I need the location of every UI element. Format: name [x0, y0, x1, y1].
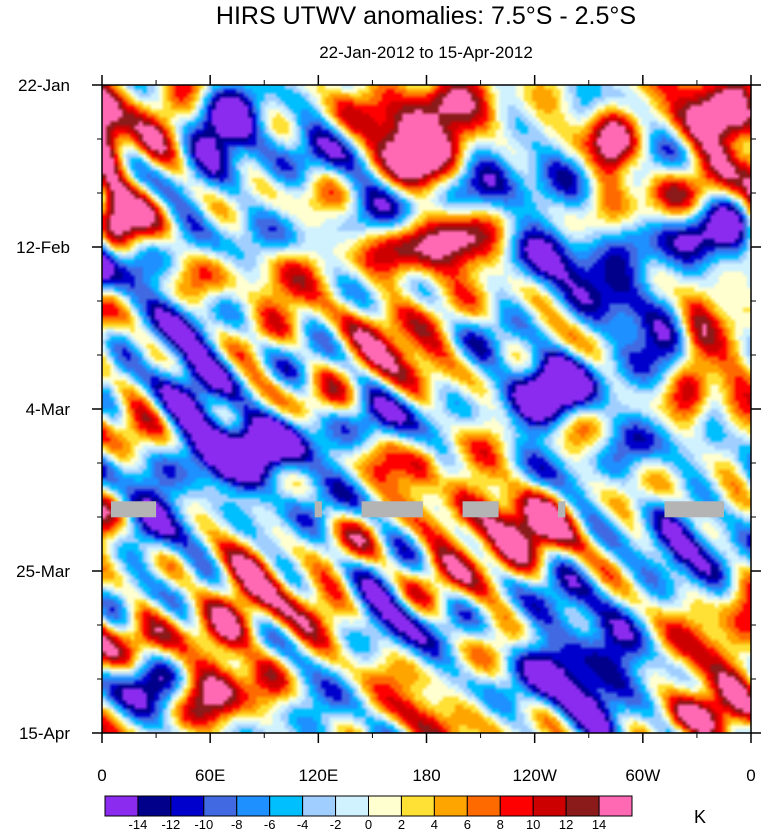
y-tick-label: 4-Mar	[26, 400, 71, 419]
colorbar-box	[170, 795, 205, 817]
x-tick-label: 0	[746, 766, 755, 785]
colorbar-label: -4	[297, 817, 309, 832]
x-tick-label: 120W	[512, 766, 556, 785]
colorbar-label: -14	[129, 817, 148, 832]
colorbar-label: 2	[398, 817, 405, 832]
colorbar-box	[368, 795, 402, 817]
colorbar-box	[433, 795, 468, 817]
colorbar-box	[137, 795, 172, 817]
colorbar-label: 8	[497, 817, 504, 832]
missing-data-bar	[558, 501, 566, 518]
colorbar-label: 10	[526, 817, 540, 832]
colorbar-box	[499, 795, 534, 817]
y-tick-label: 15-Apr	[19, 724, 70, 743]
colorbar-label: -12	[161, 817, 180, 832]
colorbar-box	[302, 795, 337, 817]
colorbar-label: 4	[431, 817, 438, 832]
y-axis: 22-Jan 12-Feb 4-Mar 25-Mar 15-Apr	[16, 76, 761, 743]
missing-data-bar	[462, 501, 499, 518]
colorbar-label: -2	[330, 817, 342, 832]
x-tick-label: 180	[412, 766, 440, 785]
missing-data-bar	[361, 501, 423, 518]
colorbar-label: 12	[559, 817, 573, 832]
y-tick-label: 22-Jan	[18, 76, 70, 95]
colorbar-box	[598, 795, 633, 817]
colorbar-label: 14	[592, 817, 606, 832]
x-tick-label: 60E	[195, 766, 225, 785]
colorbar-box	[236, 795, 271, 817]
colorbar-box	[532, 795, 567, 817]
colorbar-box	[335, 795, 369, 817]
colorbar-box	[565, 795, 600, 817]
missing-data-layer	[111, 501, 724, 518]
x-tick-label: 120E	[298, 766, 338, 785]
colorbar-box	[203, 795, 238, 817]
x-axis: 0 60E 120E 180 120W 60W 0	[97, 75, 756, 785]
heatmap-field	[102, 85, 751, 733]
x-tick-label: 0	[97, 766, 106, 785]
colorbar-box	[269, 795, 304, 817]
plot-area	[102, 85, 751, 733]
chart-subtitle: 22-Jan-2012 to 15-Apr-2012	[319, 43, 533, 62]
y-tick-label: 25-Mar	[16, 562, 70, 581]
colorbar-label: -6	[264, 817, 276, 832]
colorbar-label: 6	[464, 817, 471, 832]
colorbar-label: 0	[365, 817, 372, 832]
missing-data-bar	[664, 501, 724, 518]
colorbar: -14 -12 -10 -8 -6 -4 -2 0 2 4 6 8 10 12 14	[104, 795, 633, 832]
x-tick-label: 60W	[625, 766, 660, 785]
colorbar-units: K	[694, 807, 706, 827]
colorbar-box	[104, 795, 139, 817]
missing-data-bar	[314, 501, 322, 518]
chart-title: HIRS UTWV anomalies: 7.5°S - 2.5°S	[216, 2, 636, 30]
colorbar-label: -8	[231, 817, 243, 832]
colorbar-box	[466, 795, 501, 817]
colorbar-label: -10	[194, 817, 213, 832]
y-tick-label: 12-Feb	[16, 238, 70, 257]
missing-data-bar	[111, 501, 157, 518]
colorbar-box	[400, 795, 435, 817]
